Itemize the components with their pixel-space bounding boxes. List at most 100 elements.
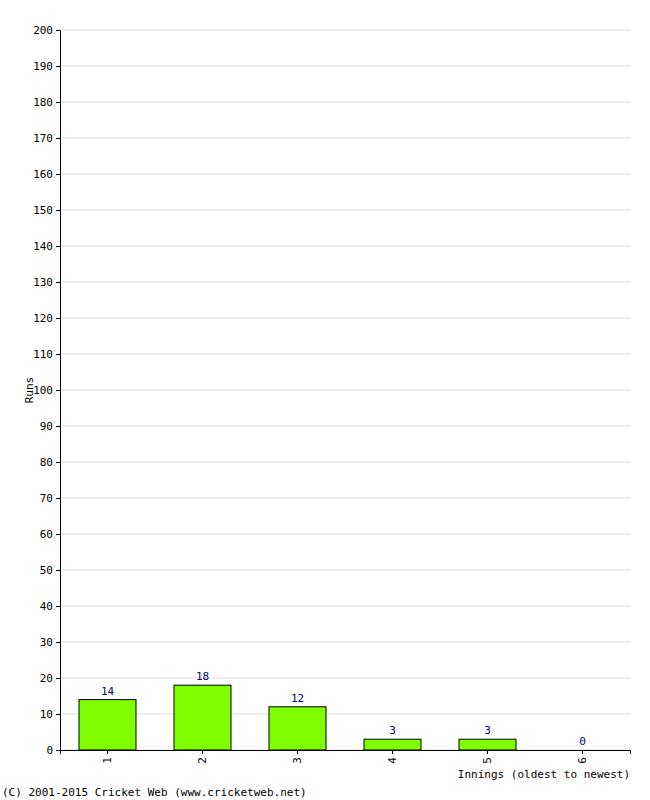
y-tick-mark [56, 534, 60, 535]
y-tick: 40 [40, 600, 60, 613]
y-tick-mark [56, 318, 60, 319]
y-tick-label: 150 [33, 204, 53, 217]
y-tick: 130 [33, 276, 60, 289]
grid-line [60, 210, 630, 211]
y-tick-label: 70 [40, 492, 53, 505]
plot: 1418123300102030405060708090100110120130… [33, 24, 630, 764]
y-tick: 150 [33, 204, 60, 217]
x-tick-mark [107, 750, 108, 754]
grid-line [60, 174, 630, 175]
y-tick-label: 80 [40, 456, 53, 469]
grid-line [60, 390, 630, 391]
y-tick: 60 [40, 528, 60, 541]
x-tick: 1 [101, 750, 114, 764]
data-label: 0 [579, 735, 586, 748]
grid-line [60, 30, 630, 31]
y-tick-label: 170 [33, 132, 53, 145]
grid-line [60, 282, 630, 283]
data-labels: 141812330 [101, 670, 586, 748]
y-tick-label: 60 [40, 528, 53, 541]
y-tick-label: 30 [40, 636, 53, 649]
y-tick-mark [56, 66, 60, 67]
x-tick-label: 5 [481, 757, 494, 764]
y-tick-label: 200 [33, 24, 53, 37]
x-tick-mark [202, 750, 203, 754]
data-label: 18 [196, 670, 209, 683]
y-tick-mark [56, 282, 60, 283]
y-tick: 160 [33, 168, 60, 181]
y-tick-mark [56, 426, 60, 427]
y-tick-label: 110 [33, 348, 53, 361]
grid-line [60, 678, 630, 679]
y-tick-mark [56, 642, 60, 643]
grid-line [60, 426, 630, 427]
y-tick: 30 [40, 636, 60, 649]
y-tick-label: 130 [33, 276, 53, 289]
y-tick-mark [56, 138, 60, 139]
y-tick-label: 140 [33, 240, 53, 253]
grid-line [60, 246, 630, 247]
y-tick-mark [56, 570, 60, 571]
x-tick-label: 1 [101, 757, 114, 764]
x-axis-line [61, 751, 631, 755]
y-axis-title: Runs [23, 377, 36, 404]
x-tick: 2 [196, 750, 209, 764]
x-tick-mark [487, 750, 488, 754]
data-label: 3 [484, 724, 491, 737]
x-tick: 4 [386, 750, 399, 764]
y-tick-label: 160 [33, 168, 53, 181]
y-tick-mark [56, 174, 60, 175]
grid-line [60, 138, 630, 139]
bars [79, 685, 516, 750]
grid-line [60, 354, 630, 355]
annotations: (C) 2001-2015 Cricket Web (www.cricketwe… [2, 786, 307, 799]
bar [554, 750, 611, 751]
grid-line [60, 318, 630, 319]
grid-line [60, 642, 630, 643]
x-tick-mark [582, 750, 583, 754]
y-tick: 170 [33, 132, 60, 145]
y-tick: 180 [33, 96, 60, 109]
y-tick: 10 [40, 708, 60, 721]
annotation: (C) 2001-2015 Cricket Web (www.cricketwe… [2, 786, 307, 799]
y-tick-mark [56, 390, 60, 391]
x-tick: 6 [576, 750, 589, 764]
y-tick-mark [56, 102, 60, 103]
y-tick-label: 100 [33, 384, 53, 397]
y-tick-mark [56, 750, 60, 751]
y-tick: 100 [33, 384, 60, 397]
grid-line [60, 606, 630, 607]
data-label: 3 [389, 724, 396, 737]
data-label: 12 [291, 692, 304, 705]
x-tick-mark [392, 750, 393, 754]
y-tick-mark [56, 354, 60, 355]
y-axis: 0102030405060708090100110120130140150160… [33, 24, 60, 757]
y-tick: 120 [33, 312, 60, 325]
x-tick-label: 3 [291, 757, 304, 764]
x-axis-title: Innings (oldest to newest) [458, 768, 630, 781]
x-tick: 3 [291, 750, 304, 764]
y-tick: 140 [33, 240, 60, 253]
y-tick-label: 0 [46, 744, 53, 757]
y-tick-label: 190 [33, 60, 53, 73]
y-tick-label: 50 [40, 564, 53, 577]
y-tick: 80 [40, 456, 60, 469]
y-tick: 20 [40, 672, 60, 685]
x-tick-label: 2 [196, 757, 209, 764]
y-tick: 110 [33, 348, 60, 361]
y-tick-mark [56, 210, 60, 211]
grid-line [60, 534, 630, 535]
y-tick-label: 40 [40, 600, 53, 613]
x-tick-label: 4 [386, 757, 399, 764]
bar [79, 700, 136, 750]
grid-line [60, 498, 630, 499]
x-tick-mark [297, 750, 298, 754]
y-tick-label: 180 [33, 96, 53, 109]
y-tick: 190 [33, 60, 60, 73]
grid-line [60, 570, 630, 571]
y-tick-label: 20 [40, 672, 53, 685]
y-tick-label: 10 [40, 708, 53, 721]
bar [364, 739, 421, 750]
y-tick: 70 [40, 492, 60, 505]
grid [60, 30, 630, 750]
